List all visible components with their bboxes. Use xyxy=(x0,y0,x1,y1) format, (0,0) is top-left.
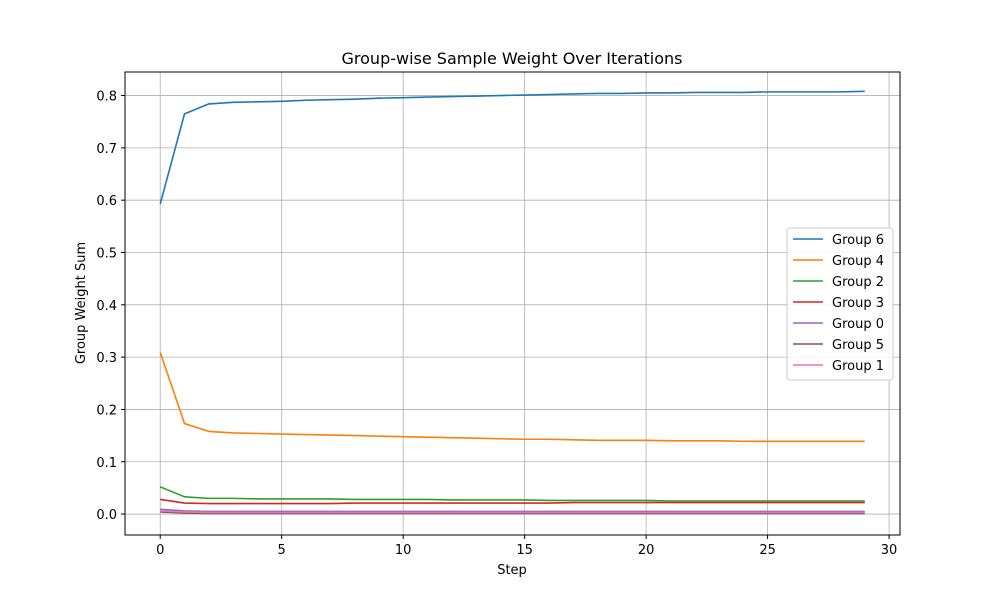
y-tick-label: 0.0 xyxy=(96,508,117,523)
plot-frame xyxy=(124,71,901,536)
legend-box xyxy=(786,227,894,381)
y-tick-label: 0.7 xyxy=(96,142,117,157)
x-tick-label: 15 xyxy=(516,543,533,558)
y-tick-label: 0.8 xyxy=(96,90,117,105)
legend-entry: Group 3 xyxy=(832,296,884,311)
y-axis-ticks: 0.0 0.1 0.2 0.3 0.4 0.5 0.6 0.7 0.8 xyxy=(96,90,125,523)
x-tick-label: 5 xyxy=(278,543,286,558)
x-tick-label: 30 xyxy=(881,543,898,558)
y-tick-label: 0.1 xyxy=(96,456,117,471)
series-line-group-5 xyxy=(160,511,865,515)
grid xyxy=(125,72,900,535)
series-line-group-6 xyxy=(159,90,865,205)
series-layer xyxy=(159,90,865,515)
x-tick-label: 10 xyxy=(395,543,412,558)
legend: Group 6 Group 4 Group 2 Group 3 Group 0 Group… xyxy=(786,227,894,381)
legend-entry: Group 2 xyxy=(832,275,884,290)
chart-title: Group-wise Sample Weight Over Iterations xyxy=(342,49,683,68)
series-line-group-0 xyxy=(160,508,865,513)
x-tick-label: 20 xyxy=(638,543,655,558)
series-line-group-2 xyxy=(159,486,865,502)
y-tick-label: 0.4 xyxy=(96,299,117,314)
series-line-group-4 xyxy=(159,352,865,443)
series-line-group-1 xyxy=(160,510,865,514)
x-axis-label: Step xyxy=(497,563,527,578)
x-tick-label: 0 xyxy=(156,543,164,558)
y-tick-label: 0.3 xyxy=(96,351,117,366)
x-axis-ticks: 0 5 10 15 20 25 30 xyxy=(156,535,897,558)
legend-entry: Group 1 xyxy=(832,359,884,374)
y-axis-label: Group Weight Sum xyxy=(74,242,89,364)
y-tick-label: 0.2 xyxy=(96,403,117,418)
series-line-group-3 xyxy=(160,498,865,505)
legend-entry: Group 6 xyxy=(832,233,884,248)
legend-entry: Group 0 xyxy=(832,317,884,332)
x-tick-label: 25 xyxy=(759,543,776,558)
y-tick-label: 0.6 xyxy=(96,194,117,209)
legend-entry: Group 4 xyxy=(832,254,884,269)
y-tick-label: 0.5 xyxy=(96,246,117,261)
legend-entry: Group 5 xyxy=(832,338,884,353)
